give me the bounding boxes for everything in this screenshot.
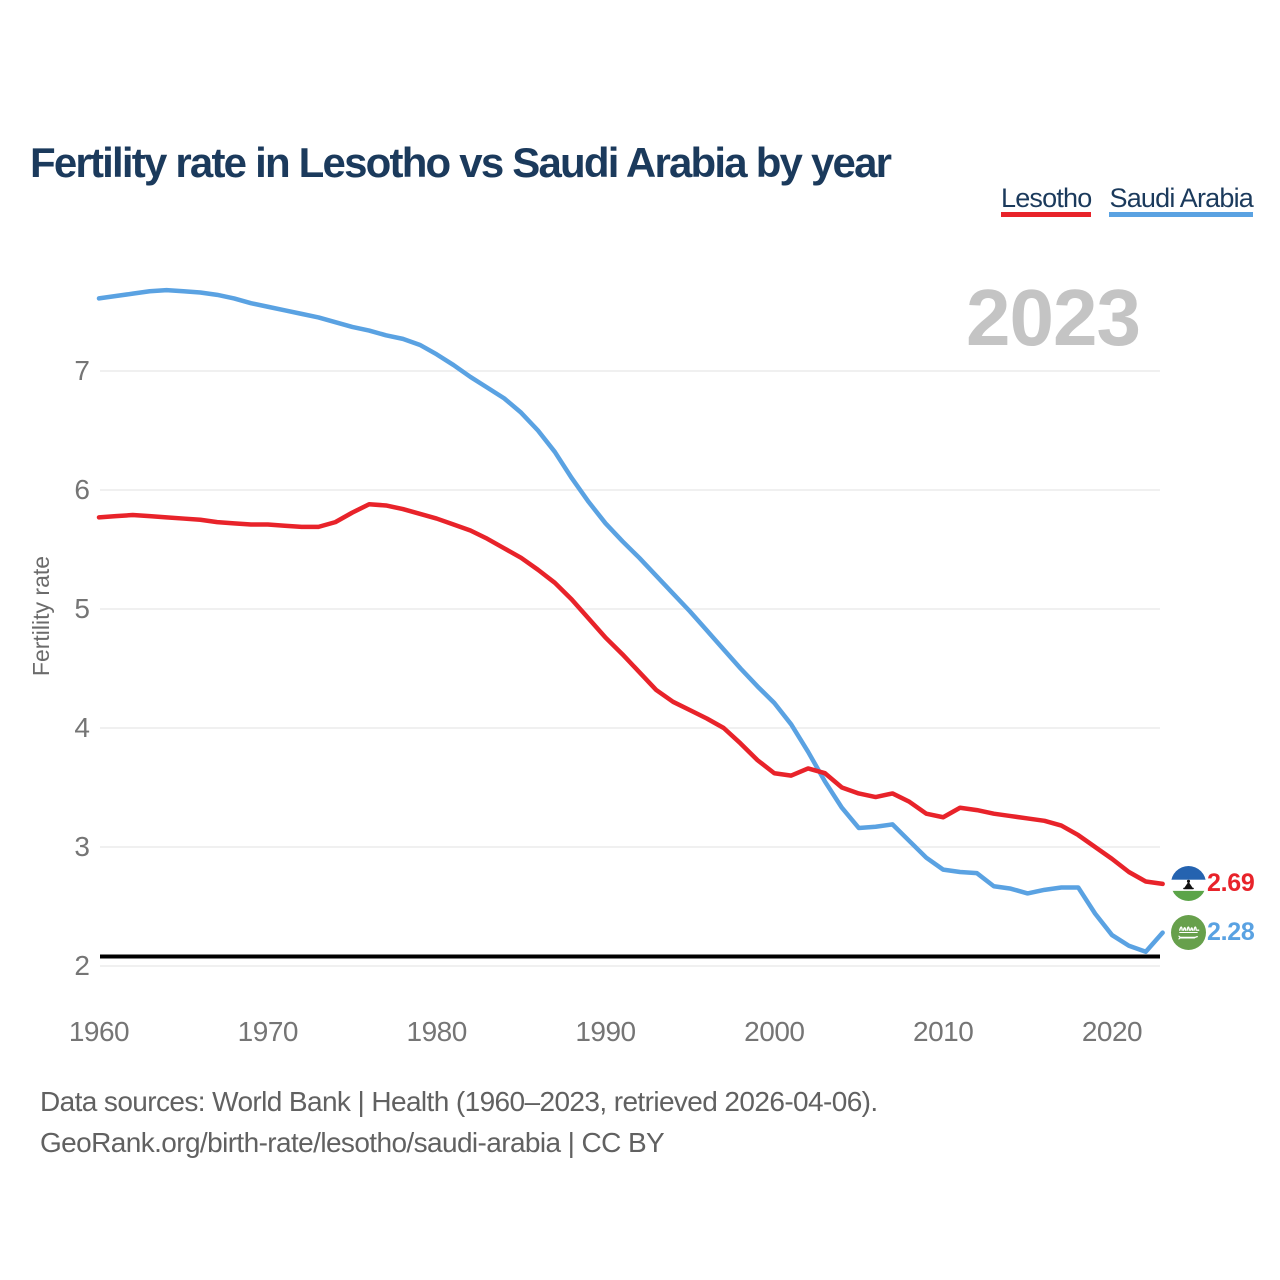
x-tick-label: 1960 bbox=[68, 1016, 130, 1047]
end-value-saudi-arabia: 2.28 bbox=[1207, 918, 1255, 946]
x-tick-label: 1990 bbox=[575, 1016, 636, 1047]
y-tick-label: 2 bbox=[74, 950, 90, 981]
x-tick-label: 2000 bbox=[744, 1016, 805, 1047]
footer-attribution-line: GeoRank.org/birth-rate/lesotho/saudi-ara… bbox=[40, 1127, 665, 1158]
lesotho-flag-icon bbox=[1171, 866, 1206, 901]
x-tick-label: 2010 bbox=[913, 1016, 974, 1047]
footer: Data sources: World Bank | Health (1960–… bbox=[40, 1081, 878, 1163]
series-line-lesotho[interactable] bbox=[96, 502, 1165, 887]
series-line-saudi-arabia[interactable] bbox=[96, 287, 1165, 954]
y-tick-label: 4 bbox=[74, 712, 90, 743]
legend: Lesotho Saudi Arabia bbox=[1001, 183, 1254, 217]
y-tick-label: 3 bbox=[74, 831, 90, 862]
legend-item-lesotho[interactable]: Lesotho bbox=[1001, 183, 1092, 217]
x-tick-label: 2020 bbox=[1081, 1016, 1143, 1047]
y-tick-label: 5 bbox=[74, 593, 90, 624]
legend-label-lesotho: Lesotho bbox=[1001, 183, 1092, 213]
footer-sources-line: Data sources: World Bank | Health (1960–… bbox=[40, 1086, 878, 1117]
saudi-arabia-flag-icon bbox=[1171, 915, 1206, 950]
legend-item-saudi-arabia[interactable]: Saudi Arabia bbox=[1109, 183, 1254, 217]
legend-label-saudi-arabia: Saudi Arabia bbox=[1109, 183, 1253, 213]
year-watermark: 2023 bbox=[966, 273, 1141, 362]
end-value-lesotho: 2.69 bbox=[1207, 869, 1255, 897]
x-tick-label: 1970 bbox=[237, 1016, 299, 1047]
y-tick-label: 6 bbox=[74, 474, 90, 505]
y-axis-title: Fertility rate bbox=[28, 555, 54, 677]
x-tick-label: 1980 bbox=[406, 1016, 468, 1047]
y-tick-label: 7 bbox=[74, 355, 90, 386]
page-title: Fertility rate in Lesotho vs Saudi Arabi… bbox=[30, 139, 892, 187]
